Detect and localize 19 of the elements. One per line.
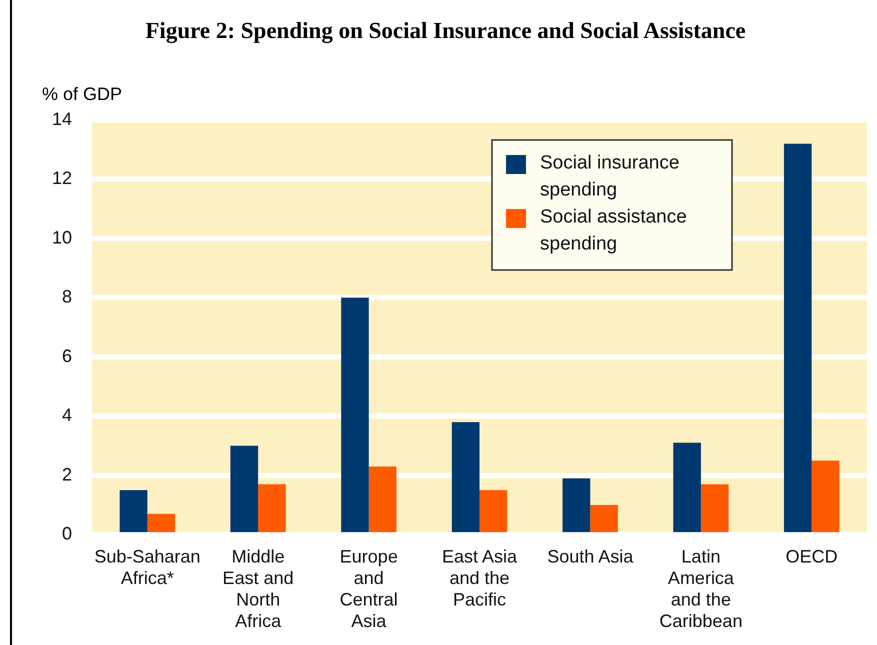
x-tick-label: Sub-Saharan Africa* xyxy=(94,546,200,588)
x-tick-label: South Asia xyxy=(547,546,634,566)
x-tick-label: Latin America and the Caribbean xyxy=(659,546,742,632)
y-tick-label: 8 xyxy=(62,286,72,307)
y-tick-label: 6 xyxy=(62,346,72,366)
y-tick-label: 4 xyxy=(62,405,72,426)
y-axis-title: % of GDP xyxy=(42,84,122,104)
x-tick-label: Europe and Central Asia xyxy=(340,546,398,632)
x-tick-label: Middle East and North Africa xyxy=(222,546,294,632)
chart-title: Figure 2: Spending on Social Insurance and Social Assistance xyxy=(144,18,747,44)
y-tick-label: 10 xyxy=(52,227,72,248)
y-tick-label: 12 xyxy=(52,168,72,188)
legend-label: Social assistance spending xyxy=(540,206,687,255)
legend-label: Social insurance spending xyxy=(540,152,680,201)
y-tick-label: 2 xyxy=(62,464,72,484)
x-tick-label: East Asia and the Pacific xyxy=(442,546,518,610)
y-tick-label: 0 xyxy=(62,524,72,544)
y-tick-label: 14 xyxy=(52,108,72,129)
x-tick-label: OECD xyxy=(786,546,838,566)
